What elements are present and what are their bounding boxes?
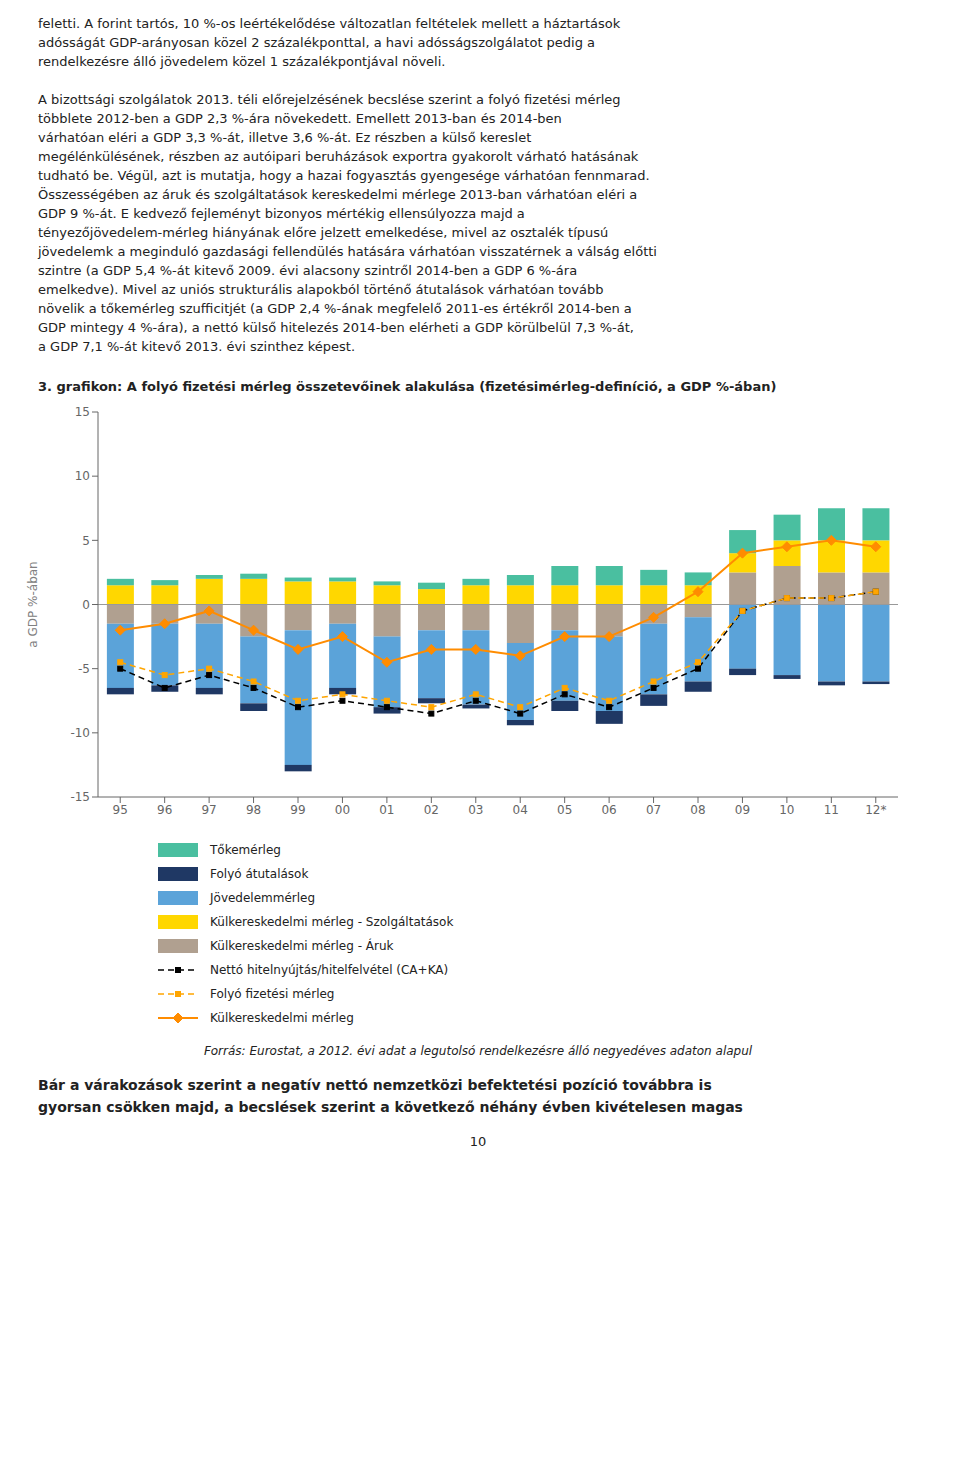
html-text:várhatóan eléri a GDP 3,3 %-át: várhatóan eléri a GDP 3,3 %-át, illetve …	[38, 130, 532, 145]
svg-text:a GDP %-ában: a GDP %-ában	[26, 561, 40, 647]
html-text:Nettó hitelnyújtás/hitelfelvét: Nettó hitelnyújtás/hitelfelvétel (CA+KA)	[210, 963, 449, 977]
html-text:10: 10	[469, 1134, 487, 1149]
html-text:Jövedelemmérleg: Jövedelemmérleg	[210, 891, 316, 905]
html-text:jövedelemk a meginduló gazdasá: jövedelemk a meginduló gazdasági fellend…	[38, 244, 657, 259]
html-text:Tőkemérleg: Tőkemérleg	[210, 843, 281, 857]
html-text:a GDP 7,1 %-át kitevő 2013. év: a GDP 7,1 %-át kitevő 2013. évi szinthez…	[38, 339, 356, 354]
svg-text:02: 02	[424, 803, 439, 817]
html-text:Bár a várakozások szerint a ne: Bár a várakozások szerint a negatív nett…	[38, 1077, 712, 1093]
html-text:megélénkülésének, részben az a: megélénkülésének, részben az autóipari b…	[38, 149, 639, 164]
html-text:Forrás: Eurostat, a 2012. évi: Forrás: Eurostat, a 2012. évi adat a leg…	[203, 1044, 753, 1058]
html-text:Folyó átutalások: Folyó átutalások	[210, 867, 309, 881]
svg-text:-5: -5	[78, 662, 90, 676]
html-text:3. grafikon: A folyó fizetési: 3. grafikon: A folyó fizetési mérleg öss…	[38, 379, 777, 394]
svg-text:00: 00	[335, 803, 350, 817]
svg-text:07: 07	[646, 803, 661, 817]
svg-text:96: 96	[157, 803, 172, 817]
html-text:Összességében az áruk és szolg: Összességében az áruk és szolgáltatások …	[38, 187, 638, 202]
html-text:gyorsan csökken majd, a becslé: gyorsan csökken majd, a becslések szerin…	[38, 1099, 743, 1115]
svg-text:09: 09	[735, 803, 750, 817]
svg-text:06: 06	[601, 803, 616, 817]
svg-text:01: 01	[379, 803, 394, 817]
svg-text:-10: -10	[70, 726, 90, 740]
html-text:Külkereskedelmi mérleg - Szolg: Külkereskedelmi mérleg - Szolgáltatások	[210, 915, 454, 929]
svg-text:12*: 12*	[865, 803, 886, 817]
svg-text:99: 99	[290, 803, 305, 817]
html-text:tényezőjövedelem-mérleg hiányá: tényezőjövedelem-mérleg hiányának előre …	[38, 225, 609, 240]
html-text:Külkereskedelmi mérleg: Külkereskedelmi mérleg	[210, 1011, 354, 1025]
svg-text:-15: -15	[70, 790, 90, 804]
html-text:GDP 9 %-át. E kedvező fejlemén: GDP 9 %-át. E kedvező fejleményt bizonyo…	[38, 206, 525, 221]
svg-text:0: 0	[82, 598, 90, 612]
html-text:adósságát GDP-arányosan közel: adósságát GDP-arányosan közel 2 százalék…	[38, 35, 596, 50]
svg-text:08: 08	[690, 803, 705, 817]
svg-text:10: 10	[779, 803, 794, 817]
html-text:Folyó fizetési mérleg: Folyó fizetési mérleg	[210, 987, 335, 1001]
svg-text:97: 97	[201, 803, 216, 817]
svg-text:10: 10	[75, 469, 90, 483]
svg-text:03: 03	[468, 803, 483, 817]
html-text:növelik a tőkemérleg szufficit: növelik a tőkemérleg szufficitjét (a GDP…	[38, 301, 632, 316]
svg-text:04: 04	[513, 803, 528, 817]
html-text:emelkedve). Mivel az uniós str: emelkedve). Mivel az uniós strukturális …	[38, 282, 604, 297]
svg-text:95: 95	[113, 803, 128, 817]
svg-text:98: 98	[246, 803, 261, 817]
svg-text:5: 5	[82, 534, 90, 548]
svg-text:11: 11	[824, 803, 839, 817]
html-text:rendelkezésre álló jövedelem k: rendelkezésre álló jövedelem közel 1 szá…	[38, 54, 446, 69]
html-text:többlete 2012-ben a GDP 2,3 %-: többlete 2012-ben a GDP 2,3 %-ára növeke…	[38, 111, 562, 126]
html-text:Külkereskedelmi mérleg - Áruk: Külkereskedelmi mérleg - Áruk	[210, 939, 394, 953]
html-text:A bizottsági szolgálatok 2013.: A bizottsági szolgálatok 2013. téli előr…	[38, 92, 621, 107]
html-text:tudható be. Végül, azt is muta: tudható be. Végül, azt is mutatja, hogy …	[38, 168, 650, 183]
svg-text:15: 15	[75, 405, 90, 419]
html-text:feletti. A forint tartós, 10 %: feletti. A forint tartós, 10 %-os leérté…	[38, 16, 621, 31]
svg-text:05: 05	[557, 803, 572, 817]
html-text:GDP mintegy 4 %-ára), a nettó: GDP mintegy 4 %-ára), a nettó külső hite…	[38, 320, 634, 335]
html-text:szintre (a GDP 5,4 %-át kitevő: szintre (a GDP 5,4 %-át kitevő 2009. évi…	[38, 263, 578, 278]
